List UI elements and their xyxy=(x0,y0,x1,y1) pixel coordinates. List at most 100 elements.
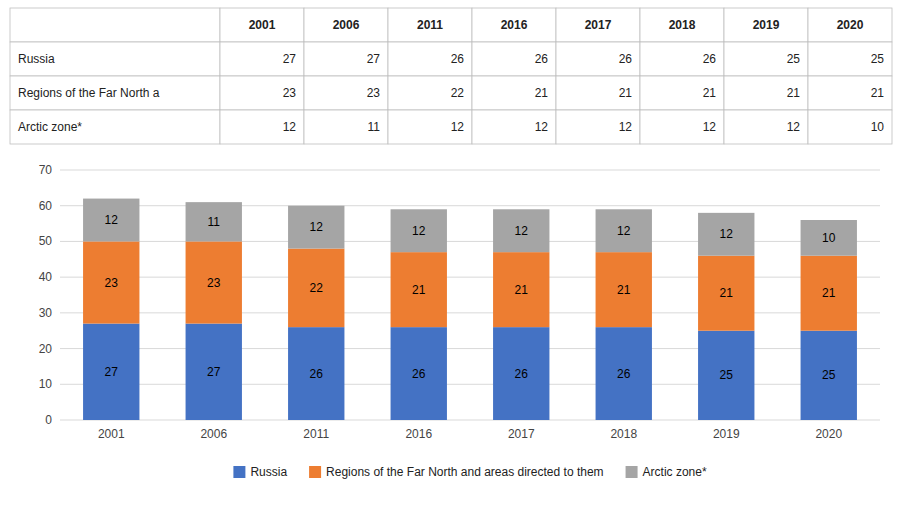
table-value: 12 xyxy=(619,120,633,134)
table-cell xyxy=(640,42,724,76)
table-cell xyxy=(220,8,304,42)
table-cell xyxy=(10,8,220,42)
table-value: 12 xyxy=(787,120,801,134)
table-cell xyxy=(472,110,556,144)
table-value: 21 xyxy=(787,86,801,100)
table-value: 12 xyxy=(283,120,297,134)
legend-item: Arctic zone* xyxy=(626,465,707,479)
y-tick-label: 0 xyxy=(45,413,52,427)
data-label: 26 xyxy=(310,367,324,381)
legend-swatch xyxy=(309,466,321,478)
table-value: 26 xyxy=(619,52,633,66)
table-cell xyxy=(556,76,640,110)
bar xyxy=(493,252,549,327)
table-header: 2018 xyxy=(669,18,696,32)
table-value: 25 xyxy=(871,52,885,66)
table-row-label: Russia xyxy=(18,52,55,66)
table-cell xyxy=(388,8,472,42)
grid-line xyxy=(60,205,880,206)
data-label: 21 xyxy=(822,286,836,300)
bar xyxy=(596,209,652,252)
table-cell xyxy=(304,110,388,144)
table-cell xyxy=(220,76,304,110)
legend-swatch xyxy=(626,466,638,478)
table-cell xyxy=(724,110,808,144)
table-row-label: Regions of the Far North a xyxy=(18,86,160,100)
data-label: 21 xyxy=(617,283,631,297)
data-label: 21 xyxy=(720,286,734,300)
data-label: 25 xyxy=(822,368,836,382)
y-tick-label: 40 xyxy=(39,270,53,284)
table-value: 25 xyxy=(787,52,801,66)
bar xyxy=(83,324,139,420)
data-label: 11 xyxy=(208,215,221,229)
bar xyxy=(186,202,242,241)
data-label: 22 xyxy=(310,281,324,295)
y-tick-label: 60 xyxy=(39,199,53,213)
table-header: 2019 xyxy=(753,18,780,32)
data-label: 27 xyxy=(207,365,221,379)
x-tick-label: 2016 xyxy=(405,427,432,441)
table-value: 23 xyxy=(367,86,381,100)
y-tick-label: 30 xyxy=(39,306,53,320)
bar xyxy=(391,327,447,420)
table-value: 21 xyxy=(535,86,549,100)
table-cell xyxy=(10,110,220,144)
table-header: 2016 xyxy=(501,18,528,32)
bar xyxy=(493,209,549,252)
data-label: 27 xyxy=(105,365,119,379)
grid xyxy=(60,170,880,420)
grid-line xyxy=(60,384,880,385)
x-tick-label: 2019 xyxy=(713,427,740,441)
y-tick-label: 70 xyxy=(39,163,53,177)
table-header: 2020 xyxy=(837,18,864,32)
y-tick-label: 10 xyxy=(39,377,53,391)
table-cell xyxy=(220,110,304,144)
table-value: 26 xyxy=(451,52,465,66)
x-tick-label: 2006 xyxy=(200,427,227,441)
x-tick-label: 2017 xyxy=(508,427,535,441)
bar xyxy=(288,206,344,249)
table-value: 21 xyxy=(619,86,633,100)
table-cell xyxy=(220,42,304,76)
table-row-label: Arctic zone* xyxy=(18,120,82,134)
table-cell xyxy=(724,42,808,76)
legend: RussiaRegions of the Far North and areas… xyxy=(233,465,707,479)
table-cell xyxy=(808,110,892,144)
table-value: 12 xyxy=(451,120,465,134)
table-cell xyxy=(808,8,892,42)
data-label: 12 xyxy=(617,224,631,238)
table-header: 2017 xyxy=(585,18,612,32)
table-cell xyxy=(304,76,388,110)
table-cell xyxy=(724,76,808,110)
table: 20012006201120162017201820192020Russia27… xyxy=(10,8,892,144)
bar xyxy=(698,331,754,420)
bar xyxy=(801,331,857,420)
bar xyxy=(801,220,857,256)
table-value: 22 xyxy=(451,86,465,100)
table-cell xyxy=(388,42,472,76)
data-label: 12 xyxy=(310,220,324,234)
table-value: 23 xyxy=(283,86,297,100)
bar xyxy=(493,327,549,420)
table-cell xyxy=(808,76,892,110)
bar xyxy=(288,249,344,328)
data-label: 10 xyxy=(822,231,836,245)
table-cell xyxy=(304,42,388,76)
bar xyxy=(391,209,447,252)
bar xyxy=(186,241,242,323)
bar xyxy=(596,327,652,420)
table-cell xyxy=(556,8,640,42)
data-labels: 2727262626262525232322212121212112111212… xyxy=(105,213,836,382)
bar xyxy=(83,199,139,242)
table-cell xyxy=(10,76,220,110)
data-label: 21 xyxy=(412,283,426,297)
legend-label: Russia xyxy=(250,465,287,479)
table-value: 11 xyxy=(368,120,381,134)
bar xyxy=(698,213,754,256)
x-tick-label: 2018 xyxy=(610,427,637,441)
table-cell xyxy=(556,42,640,76)
bar-chart: 0102030405060702727262626262525232322212… xyxy=(39,163,880,479)
data-label: 26 xyxy=(515,367,529,381)
table-value: 21 xyxy=(703,86,717,100)
